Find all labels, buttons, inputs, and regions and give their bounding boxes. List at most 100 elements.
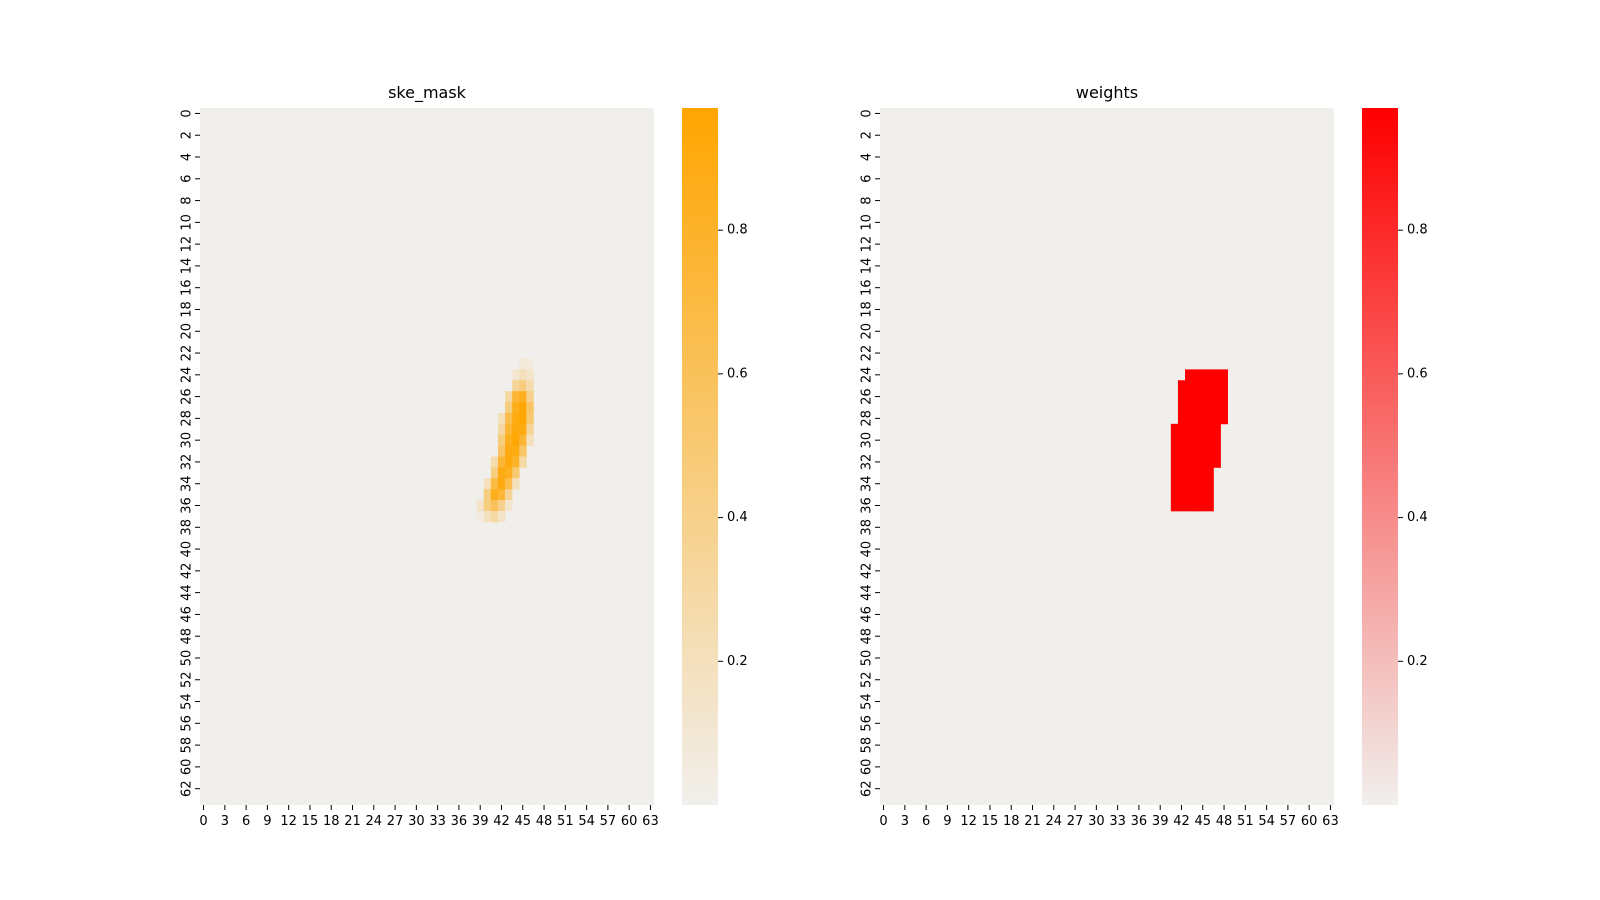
y-tick-label: 54 — [180, 693, 195, 710]
y-tick-label: 6 — [860, 175, 875, 183]
x-tick-label: 42 — [493, 814, 510, 829]
heatmap-cell — [1170, 423, 1179, 436]
x-tick-label: 15 — [302, 814, 319, 829]
heatmap-cell — [1199, 391, 1207, 403]
heatmap-cell — [1170, 456, 1179, 468]
heatmap-cell — [1213, 434, 1221, 447]
y-tick-label: 34 — [180, 475, 195, 492]
y-tick-label: 16 — [180, 279, 195, 296]
heatmap-cell — [519, 434, 527, 447]
heatmap-cell — [1206, 412, 1214, 425]
x-tick-label: 39 — [472, 814, 489, 829]
heatmap-cell — [505, 467, 513, 479]
x-tick-label: 45 — [514, 814, 531, 829]
heatmap-cell — [505, 445, 513, 457]
y-tick-label: 48 — [180, 628, 195, 645]
heatmap-cell — [526, 391, 534, 403]
y-tick-label: 18 — [180, 301, 195, 318]
heatmap-cell — [1185, 456, 1193, 468]
x-tick-label: 39 — [1152, 814, 1169, 829]
heatmap-cell — [1206, 434, 1214, 447]
x-tick-label: 60 — [621, 814, 638, 829]
heatmap-cell — [1185, 369, 1193, 381]
heatmap-cell — [1192, 391, 1200, 403]
heatmap-cell — [1192, 489, 1200, 501]
x-tick-label: 45 — [1194, 814, 1211, 829]
heatmap-cell — [512, 380, 520, 392]
heatmap-cell — [1185, 423, 1193, 436]
heatmap-cell — [1192, 434, 1200, 447]
y-tick-label: 30 — [860, 432, 875, 449]
heatmap-cell — [1199, 412, 1207, 425]
heatmap-cell — [519, 445, 527, 457]
y-tick-label: 36 — [860, 497, 875, 514]
heatmap-cell — [483, 500, 492, 512]
heatmap-cell — [1206, 456, 1214, 468]
x-tick-label: 33 — [1109, 814, 1126, 829]
heatmap-cell — [490, 500, 499, 512]
heatmap-cell — [490, 467, 499, 479]
y-tick-label: 8 — [860, 196, 875, 204]
heatmap-cell — [1199, 489, 1207, 501]
heatmap-cell — [490, 456, 499, 468]
y-tick-label: 0 — [180, 109, 195, 117]
heatmap-cell — [1213, 402, 1221, 414]
heatmap-cell — [1185, 434, 1193, 447]
heatmap-cell — [505, 500, 513, 512]
x-tick-label: 48 — [1216, 814, 1233, 829]
heatmap-cell — [1206, 467, 1214, 479]
x-tick-label: 63 — [1322, 814, 1339, 829]
heatmap-cell — [1199, 423, 1207, 436]
heatmap-cell — [1185, 500, 1193, 512]
x-tick-label: 27 — [1067, 814, 1084, 829]
heatmap-cell — [526, 358, 534, 370]
heatmap-cell — [1192, 402, 1200, 414]
heatmap-cell — [497, 489, 506, 501]
heatmap-cell — [1185, 391, 1193, 403]
x-tick-label: 57 — [600, 814, 617, 829]
heatmap-cell — [505, 456, 513, 468]
heatmap-cell — [1177, 412, 1186, 425]
y-tick-label: 28 — [860, 410, 875, 427]
y-tick-label: 14 — [180, 258, 195, 275]
x-tick-label: 6 — [242, 814, 250, 829]
y-tick-label: 58 — [180, 737, 195, 754]
heatmap-cell — [519, 358, 527, 370]
y-tick-label: 50 — [180, 650, 195, 667]
heatmap-cell — [1199, 478, 1207, 490]
heatmap-cell — [512, 434, 520, 447]
heatmap-cell — [519, 402, 527, 414]
heatmap-cell — [1177, 391, 1186, 403]
heatmap-cell — [1177, 489, 1186, 501]
heatmap-cell — [526, 434, 534, 447]
x-tick-label: 12 — [960, 814, 977, 829]
heatmap-cell — [1213, 423, 1221, 436]
x-tick-label: 24 — [366, 814, 383, 829]
heatmap-cell — [1170, 500, 1179, 512]
colorbar-tick-label: 0.4 — [1407, 510, 1428, 525]
heatmap-cell — [497, 500, 506, 512]
heatmap-cell — [1206, 402, 1214, 414]
heatmap-cell — [1199, 467, 1207, 479]
heatmap-cell — [497, 467, 506, 479]
heatmap-cell — [483, 478, 492, 490]
x-tick-label: 57 — [1280, 814, 1297, 829]
y-tick-label: 46 — [180, 606, 195, 623]
y-tick-label: 22 — [860, 345, 875, 362]
x-tick-label: 12 — [280, 814, 297, 829]
heatmap-cell — [1192, 445, 1200, 457]
y-tick-label: 28 — [180, 410, 195, 427]
y-tick-label: 0 — [860, 109, 875, 117]
heatmap-cell — [526, 423, 534, 436]
heatmap-cell — [1206, 369, 1214, 381]
chart-title: ske_mask — [388, 83, 467, 103]
x-tick-label: 18 — [323, 814, 340, 829]
x-tick-label: 36 — [1131, 814, 1148, 829]
x-tick-label: 6 — [922, 814, 930, 829]
heatmap-cell — [1206, 478, 1214, 490]
heatmap-background — [880, 108, 1334, 805]
heatmap-cell — [1199, 445, 1207, 457]
y-tick-label: 34 — [860, 475, 875, 492]
heatmap-cell — [512, 402, 520, 414]
heatmap-cell — [1220, 391, 1228, 403]
